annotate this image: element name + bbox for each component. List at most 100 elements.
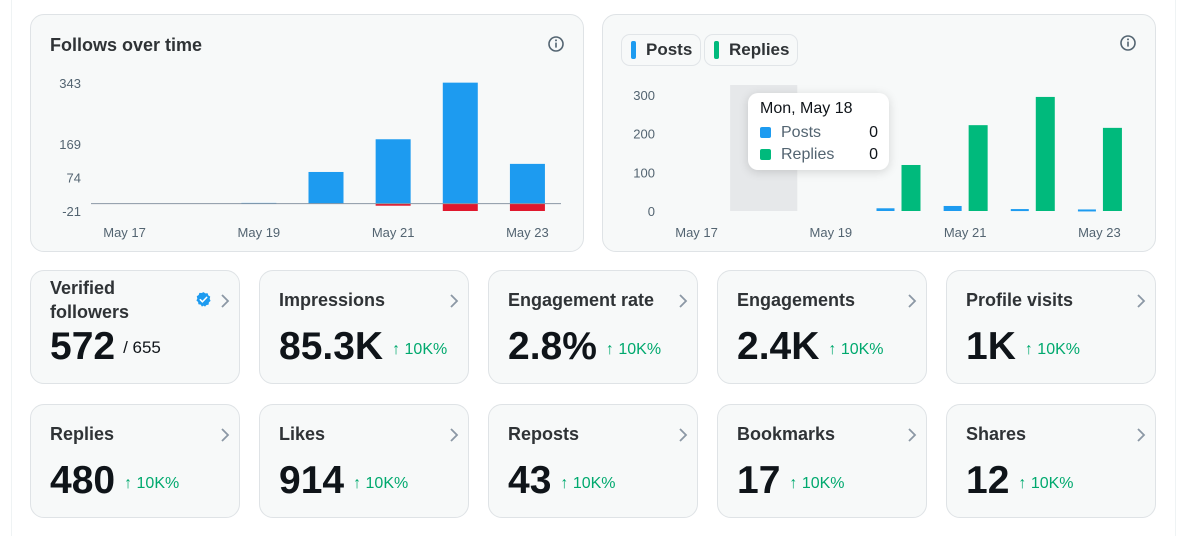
unfollows-bar <box>442 203 478 211</box>
metric-value-row: 1K ↑ 10K% <box>966 325 1080 372</box>
x-tick-label: May 17 <box>675 225 718 240</box>
follows-chart-plot: 343 169 74 -21 May 17 May 19 May 21 May 23 <box>59 76 561 240</box>
replies-bar <box>1035 96 1055 211</box>
follows-chart-card: Follows over time 343 169 74 -21 May 17 May 1… <box>30 14 584 252</box>
y-tick-label: 343 <box>59 76 81 91</box>
metric-value: 12 <box>966 459 1010 502</box>
follows-bar <box>375 139 411 204</box>
chevron-right-icon <box>679 294 688 308</box>
metric-value-row: 480 ↑ 10K% <box>50 459 179 506</box>
follows-chart-title: Follows over time <box>50 35 203 55</box>
metric-value-row: 2.4K ↑ 10K% <box>737 325 884 372</box>
tooltip-replies-value: 0 <box>869 146 878 163</box>
metric-card-reposts[interactable]: Reposts 43 ↑ 10K% <box>488 404 698 518</box>
unfollows-bar <box>509 203 545 211</box>
metric-value-row: 12 ↑ 10K% <box>966 459 1074 506</box>
x-tick-label: May 21 <box>944 225 987 240</box>
metric-value: 85.3K <box>279 325 384 368</box>
follows-bar <box>509 163 545 204</box>
metric-change: ↑ 10K% <box>1024 341 1080 358</box>
legend-posts-label: Posts <box>646 40 693 59</box>
posts-bar <box>1077 209 1096 212</box>
chevron-right-icon <box>908 428 917 442</box>
metric-title: Bookmarks <box>737 424 836 444</box>
y-tick-label: 200 <box>633 127 655 142</box>
metric-change: ↑ 10K% <box>789 475 845 492</box>
metric-change: ↑ 10K% <box>828 341 884 358</box>
metric-title: Shares <box>966 424 1027 444</box>
verified-badge-icon <box>196 292 211 307</box>
metric-value-row: 2.8% ↑ 10K% <box>508 325 661 372</box>
metric-change: ↑ 10K% <box>1018 475 1074 492</box>
metric-change: ↑ 10K% <box>605 341 662 358</box>
tooltip-posts-swatch <box>760 127 771 138</box>
y-tick-label: 169 <box>59 137 81 152</box>
replies-bar <box>968 125 988 211</box>
metric-title: Engagements <box>737 290 856 310</box>
tooltip-posts-label: Posts <box>781 124 822 141</box>
metric-value: 572 <box>50 325 116 368</box>
x-tick-label: May 23 <box>506 225 549 240</box>
chevron-right-icon <box>1137 294 1146 308</box>
metric-value: 17 <box>737 459 781 502</box>
legend-replies-label: Replies <box>729 40 790 59</box>
x-tick-label: May 19 <box>810 225 853 240</box>
metric-change: ↑ 10K% <box>560 475 616 492</box>
metric-card-impressions[interactable]: Impressions 85.3K ↑ 10K% <box>259 270 469 384</box>
tooltip-row-replies: Replies 0 <box>760 146 878 164</box>
posts-bar <box>876 208 895 211</box>
metric-card-shares[interactable]: Shares 12 ↑ 10K% <box>946 404 1156 518</box>
replies-bar <box>901 164 921 211</box>
x-tick-label: May 21 <box>372 225 415 240</box>
unfollows-bar <box>375 203 411 206</box>
y-tick-label: 300 <box>633 88 655 103</box>
metric-card-profile-visits[interactable]: Profile visits 1K ↑ 10K% <box>946 270 1156 384</box>
chevron-right-icon <box>221 294 230 308</box>
info-icon[interactable] <box>1119 34 1137 52</box>
follows-bar <box>308 171 344 204</box>
legend-posts-swatch <box>631 41 636 59</box>
legend-replies-button[interactable]: Replies <box>704 34 799 66</box>
follows-bar <box>442 82 478 204</box>
metric-value: 2.4K <box>737 325 820 368</box>
x-tick-label: May 17 <box>103 225 146 240</box>
chevron-right-icon <box>908 294 917 308</box>
metric-title: Profile visits <box>966 290 1074 310</box>
x-tick-label: May 23 <box>1078 225 1121 240</box>
metric-title: Impressions <box>279 290 386 310</box>
metric-title: Reposts <box>508 424 580 444</box>
tooltip-row-posts: Posts 0 <box>760 124 878 142</box>
tooltip-replies-swatch <box>760 149 771 160</box>
metric-card-engagement-rate[interactable]: Engagement rate 2.8% ↑ 10K% <box>488 270 698 384</box>
metric-value-row: 43 ↑ 10K% <box>508 459 616 506</box>
right-frame-border <box>1175 0 1176 536</box>
metric-card-likes[interactable]: Likes 914 ↑ 10K% <box>259 404 469 518</box>
metric-card-engagements[interactable]: Engagements 2.4K ↑ 10K% <box>717 270 927 384</box>
info-icon[interactable] <box>547 35 565 53</box>
y-tick-label: 74 <box>67 171 81 186</box>
metric-change: ↑ 10K% <box>124 475 180 492</box>
metric-card-verified-followers[interactable]: Verified followers 572 / 655 <box>30 270 240 384</box>
chevron-right-icon <box>450 294 459 308</box>
chevron-right-icon <box>1137 428 1146 442</box>
metric-value-row: 572 / 655 <box>50 325 161 370</box>
y-tick-label: -21 <box>62 204 81 219</box>
chart-tooltip: Mon, May 18 Posts 0 Replies 0 <box>748 93 889 170</box>
metric-card-bookmarks[interactable]: Bookmarks 17 ↑ 10K% <box>717 404 927 518</box>
chevron-right-icon <box>450 428 459 442</box>
metric-title: Verified followers <box>50 278 130 322</box>
activity-chart-card: Posts Replies 300 200 100 0 May 17 May 19 May … <box>602 14 1156 252</box>
metric-value: 480 <box>50 459 116 502</box>
metric-value-row: 17 ↑ 10K% <box>737 459 845 506</box>
left-frame-border <box>11 0 12 536</box>
metric-value: 1K <box>966 325 1016 368</box>
posts-bar <box>943 205 962 211</box>
metric-card-replies[interactable]: Replies 480 ↑ 10K% <box>30 404 240 518</box>
metric-value-row: 85.3K ↑ 10K% <box>279 325 447 372</box>
legend-posts-button[interactable]: Posts <box>621 34 702 66</box>
metric-title: Replies <box>50 424 115 444</box>
chevron-right-icon <box>221 428 230 442</box>
legend-replies-swatch <box>714 41 719 59</box>
tooltip-posts-value: 0 <box>869 124 878 141</box>
metric-value: 914 <box>279 459 345 502</box>
